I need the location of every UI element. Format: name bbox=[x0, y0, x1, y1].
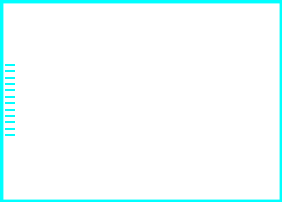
Bar bbox=[40, 139, 50, 141]
Bar bbox=[5, 128, 15, 130]
Bar bbox=[237, 71, 245, 76]
Bar bbox=[5, 83, 15, 85]
Bar bbox=[111, 42, 116, 46]
Bar bbox=[5, 77, 15, 79]
Bar bbox=[1, 1, 18, 201]
Bar bbox=[161, 117, 169, 122]
Bar bbox=[139, 154, 148, 157]
Bar bbox=[5, 96, 15, 98]
Bar bbox=[123, 92, 131, 95]
Bar bbox=[139, 114, 148, 117]
Bar bbox=[5, 102, 15, 104]
Bar bbox=[23, 74, 31, 77]
Bar bbox=[188, 183, 210, 186]
Bar bbox=[197, 71, 205, 76]
Bar bbox=[255, 68, 264, 72]
Bar bbox=[143, 3, 153, 6]
Bar bbox=[105, 139, 115, 141]
Bar bbox=[211, 3, 221, 6]
Bar bbox=[255, 114, 264, 117]
Bar bbox=[123, 74, 131, 77]
Bar bbox=[62, 179, 84, 181]
Bar bbox=[255, 28, 264, 32]
Bar bbox=[171, 3, 181, 6]
Bar bbox=[77, 75, 110, 111]
Bar bbox=[89, 12, 99, 15]
Bar bbox=[115, 12, 125, 15]
Bar bbox=[72, 139, 82, 141]
Bar bbox=[45, 40, 77, 75]
Bar bbox=[79, 41, 86, 46]
Bar bbox=[46, 41, 54, 47]
Bar bbox=[255, 154, 264, 157]
Bar bbox=[5, 108, 15, 110]
Bar bbox=[23, 124, 31, 127]
Bar bbox=[5, 121, 15, 123]
Bar bbox=[5, 134, 15, 136]
Bar bbox=[139, 90, 148, 94]
Bar bbox=[123, 124, 131, 127]
Bar bbox=[237, 31, 245, 37]
Bar bbox=[248, 3, 258, 6]
Bar bbox=[5, 64, 15, 66]
Bar bbox=[23, 39, 31, 41]
Bar bbox=[62, 175, 84, 178]
Bar bbox=[4, 2, 16, 200]
Bar bbox=[23, 92, 31, 95]
Bar bbox=[27, 12, 37, 15]
Bar bbox=[1, 1, 17, 201]
Bar bbox=[139, 28, 148, 32]
Bar bbox=[160, 30, 196, 70]
Bar bbox=[123, 39, 131, 41]
Bar bbox=[188, 187, 210, 189]
Bar bbox=[5, 115, 15, 117]
Bar bbox=[139, 68, 148, 72]
Bar bbox=[3, 1, 17, 201]
Bar bbox=[196, 115, 236, 155]
Bar bbox=[111, 57, 116, 61]
Bar bbox=[55, 12, 65, 15]
Bar bbox=[231, 173, 242, 176]
Bar bbox=[5, 70, 15, 72]
Bar bbox=[155, 173, 166, 176]
Bar bbox=[5, 89, 15, 92]
Bar bbox=[4, 60, 16, 140]
Bar bbox=[191, 173, 202, 176]
Bar bbox=[139, 137, 148, 140]
